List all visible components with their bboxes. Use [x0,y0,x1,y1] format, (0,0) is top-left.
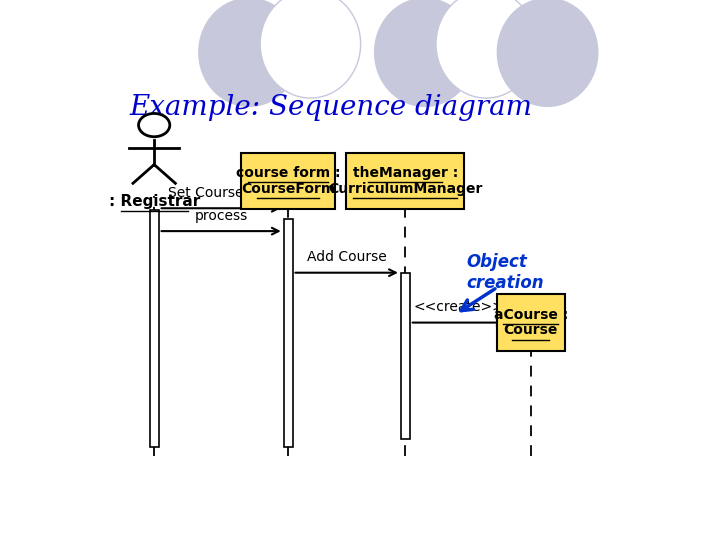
Text: Set Course Info: Set Course Info [168,186,274,200]
Text: aCourse :: aCourse : [494,308,568,322]
Text: Object
creation: Object creation [467,253,544,292]
Bar [401,273,410,439]
Text: course form :: course form : [236,166,341,180]
FancyBboxPatch shape [346,153,464,210]
Text: Course: Course [503,323,558,338]
Text: theManager :: theManager : [353,166,458,180]
Text: process: process [194,209,248,223]
FancyBboxPatch shape [497,294,565,351]
Ellipse shape [374,0,475,106]
Text: CourseForm: CourseForm [241,182,336,196]
Ellipse shape [199,0,300,106]
FancyBboxPatch shape [241,153,335,210]
Text: : Registrar: : Registrar [109,194,199,208]
Ellipse shape [436,0,536,98]
Text: CurriculumManager: CurriculumManager [328,182,482,196]
Ellipse shape [498,0,598,106]
Bar [150,210,158,447]
Bar [284,219,292,447]
Text: Add Course: Add Course [307,251,387,265]
Ellipse shape [260,0,361,98]
Text: <<create>>: <<create>> [414,300,505,314]
Text: Example: Sequence diagram: Example: Sequence diagram [129,94,532,121]
